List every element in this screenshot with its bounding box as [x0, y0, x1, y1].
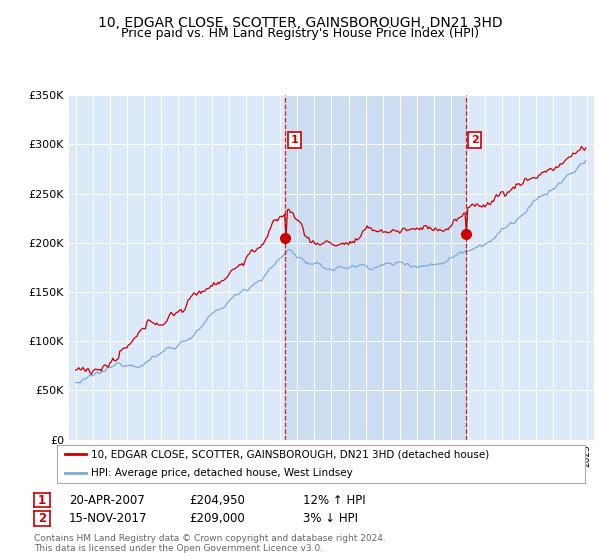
Text: HPI: Average price, detached house, West Lindsey: HPI: Average price, detached house, West…	[91, 468, 353, 478]
Text: £209,000: £209,000	[189, 512, 245, 525]
Text: Contains HM Land Registry data © Crown copyright and database right 2024.
This d: Contains HM Land Registry data © Crown c…	[34, 534, 386, 553]
Text: £204,950: £204,950	[189, 493, 245, 507]
Text: 2: 2	[471, 135, 479, 145]
Text: 3% ↓ HPI: 3% ↓ HPI	[303, 512, 358, 525]
Text: 10, EDGAR CLOSE, SCOTTER, GAINSBOROUGH, DN21 3HD: 10, EDGAR CLOSE, SCOTTER, GAINSBOROUGH, …	[98, 16, 502, 30]
Text: 1: 1	[38, 493, 46, 507]
Text: 20-APR-2007: 20-APR-2007	[69, 493, 145, 507]
Text: 15-NOV-2017: 15-NOV-2017	[69, 512, 148, 525]
Text: Price paid vs. HM Land Registry's House Price Index (HPI): Price paid vs. HM Land Registry's House …	[121, 27, 479, 40]
Text: 12% ↑ HPI: 12% ↑ HPI	[303, 493, 365, 507]
Text: 2: 2	[38, 512, 46, 525]
Bar	[286, 95, 466, 440]
Text: 10, EDGAR CLOSE, SCOTTER, GAINSBOROUGH, DN21 3HD (detached house): 10, EDGAR CLOSE, SCOTTER, GAINSBOROUGH, …	[91, 449, 490, 459]
Text: 1: 1	[290, 135, 298, 145]
